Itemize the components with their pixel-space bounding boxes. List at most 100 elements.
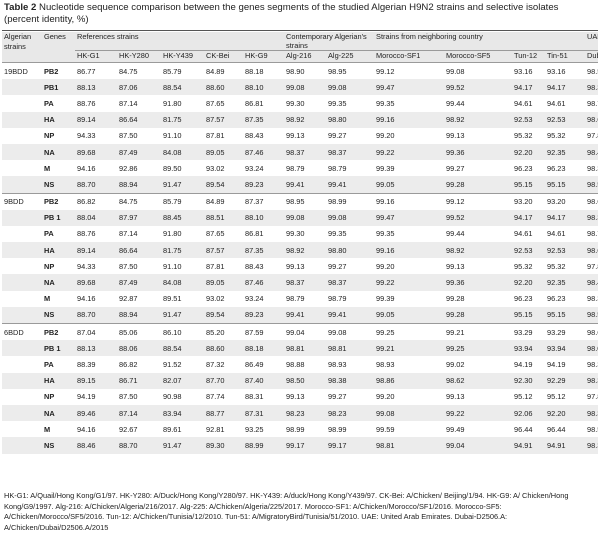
strain-cell — [2, 176, 42, 193]
identity-value-cell: 87.65 — [204, 225, 243, 243]
gene-cell: PB 1 — [42, 340, 75, 357]
gene-cell: NP — [42, 258, 75, 275]
identity-value-cell: 98.92 — [444, 111, 513, 128]
strain-cell — [2, 160, 42, 177]
identity-value-cell: 99.44 — [444, 225, 513, 243]
identity-value-cell: 98.58 — [585, 176, 599, 193]
identity-value-cell: 88.99 — [243, 437, 284, 454]
identity-value-cell: 99.16 — [374, 242, 445, 259]
identity-value-cell: 99.21 — [444, 323, 513, 341]
identity-value-cell: 86.10 — [161, 323, 204, 341]
identity-value-cell: 94.19 — [545, 356, 586, 373]
identity-value-cell: 99.28 — [444, 290, 513, 307]
identity-value-cell: 87.49 — [117, 143, 161, 161]
column-header: HK-G1 — [75, 50, 117, 63]
identity-value-cell: 87.14 — [117, 95, 161, 112]
identity-value-cell: 96.44 — [545, 421, 586, 438]
identity-value-cell: 95.15 — [512, 306, 546, 324]
identity-value-cell: 92.87 — [117, 290, 161, 307]
table-row: NS 88.70 88.94 91.47 89.54 89.23 99.41 99.41 99.… — [2, 176, 599, 193]
identity-value-cell: 89.61 — [161, 421, 204, 438]
identity-value-cell: 87.65 — [204, 95, 243, 112]
identity-value-cell: 97.86 — [585, 127, 599, 144]
identity-value-cell: 99.16 — [374, 192, 445, 210]
identity-value-cell: 98.86 — [374, 372, 445, 389]
identity-value-cell: 98.34 — [585, 437, 599, 454]
gene-cell: NA — [42, 404, 75, 422]
identity-value-cell: 98.99 — [284, 421, 326, 438]
identity-value-cell: 95.15 — [545, 306, 586, 324]
identity-value-cell: 81.75 — [161, 111, 204, 128]
identity-value-cell: 98.37 — [284, 274, 326, 291]
identity-value-cell: 87.74 — [204, 388, 243, 405]
column-header: Morocco-SF5 — [444, 50, 513, 63]
strain-cell — [2, 242, 42, 259]
identity-value-cell: 87.81 — [204, 127, 243, 144]
gene-cell: PA — [42, 225, 75, 243]
identity-value-cell: 99.04 — [444, 437, 513, 454]
strain-cell — [2, 421, 42, 438]
identity-value-cell: 93.20 — [512, 192, 546, 210]
identity-value-cell: 99.08 — [326, 323, 375, 341]
identity-value-cell: 88.10 — [243, 209, 284, 226]
identity-value-cell: 84.75 — [117, 62, 161, 80]
identity-value-cell: 88.94 — [117, 176, 161, 193]
strain-cell — [2, 127, 42, 144]
identity-value-cell: 98.95 — [326, 62, 375, 80]
identity-value-cell: 92.35 — [545, 274, 586, 291]
identity-value-cell: 93.94 — [545, 340, 586, 357]
identity-value-cell: 94.19 — [512, 356, 546, 373]
identity-value-cell: 98.58 — [585, 306, 599, 324]
identity-table: Algerian strains Genes References strain… — [2, 32, 599, 454]
identity-value-cell: 98.79 — [326, 160, 375, 177]
identity-value-cell: 88.76 — [75, 225, 117, 243]
identity-value-cell: 99.28 — [444, 306, 513, 324]
identity-value-cell: 92.30 — [512, 372, 546, 389]
identity-value-cell: 88.51 — [204, 209, 243, 226]
identity-value-cell: 98.63 — [585, 192, 599, 210]
identity-value-cell: 98.99 — [326, 421, 375, 438]
table-row: PA 88.39 86.82 91.52 87.32 86.49 98.88 98.93 98.… — [2, 356, 599, 373]
identity-value-cell: 84.08 — [161, 274, 204, 291]
identity-value-cell: 89.14 — [75, 242, 117, 259]
identity-value-cell: 84.89 — [204, 62, 243, 80]
identity-value-cell: 87.35 — [243, 242, 284, 259]
identity-value-cell: 89.50 — [161, 160, 204, 177]
gene-cell: PB2 — [42, 192, 75, 210]
column-header: HK-Y280 — [117, 50, 161, 63]
identity-value-cell: 89.23 — [243, 306, 284, 324]
identity-value-cell: 92.20 — [512, 143, 546, 161]
column-header: Alg-216 — [284, 50, 326, 63]
identity-value-cell: 98.92 — [284, 111, 326, 128]
identity-value-cell: 98.62 — [585, 111, 599, 128]
identity-value-cell: 99.20 — [374, 127, 445, 144]
gene-cell: NS — [42, 176, 75, 193]
gene-cell: PB2 — [42, 323, 75, 341]
strain-cell: 6BDD — [2, 323, 42, 341]
identity-value-cell: 99.08 — [326, 79, 375, 96]
identity-value-cell: 88.43 — [243, 258, 284, 275]
identity-value-cell: 87.59 — [243, 323, 284, 341]
header-genes: Genes — [42, 32, 75, 63]
identity-value-cell: 87.97 — [117, 209, 161, 226]
identity-value-cell: 99.12 — [444, 192, 513, 210]
caption-text: Nucleotide sequence comparison between t… — [4, 2, 559, 25]
identity-value-cell: 87.06 — [117, 79, 161, 96]
identity-value-cell: 93.25 — [243, 421, 284, 438]
identity-value-cell: 89.23 — [243, 176, 284, 193]
table-row: HA 89.14 86.64 81.75 87.57 87.35 98.92 98.80 99.… — [2, 111, 599, 128]
identity-value-cell: 94.61 — [545, 225, 586, 243]
identity-value-cell: 98.33 — [585, 79, 599, 96]
gene-cell: PA — [42, 356, 75, 373]
identity-value-cell: 98.35 — [585, 290, 599, 307]
identity-value-cell: 99.17 — [284, 437, 326, 454]
identity-value-cell: 89.46 — [75, 404, 117, 422]
identity-value-cell: 91.47 — [161, 176, 204, 193]
identity-value-cell: 99.02 — [444, 356, 513, 373]
table-row: NS 88.46 88.70 91.47 89.30 88.99 99.17 99.17 98.… — [2, 437, 599, 454]
strain-cell — [2, 225, 42, 243]
table-row: HA 89.14 86.64 81.75 87.57 87.35 98.92 98.80 99.… — [2, 242, 599, 259]
identity-value-cell: 99.47 — [374, 79, 445, 96]
identity-value-cell: 88.76 — [75, 95, 117, 112]
identity-value-cell: 98.33 — [585, 356, 599, 373]
